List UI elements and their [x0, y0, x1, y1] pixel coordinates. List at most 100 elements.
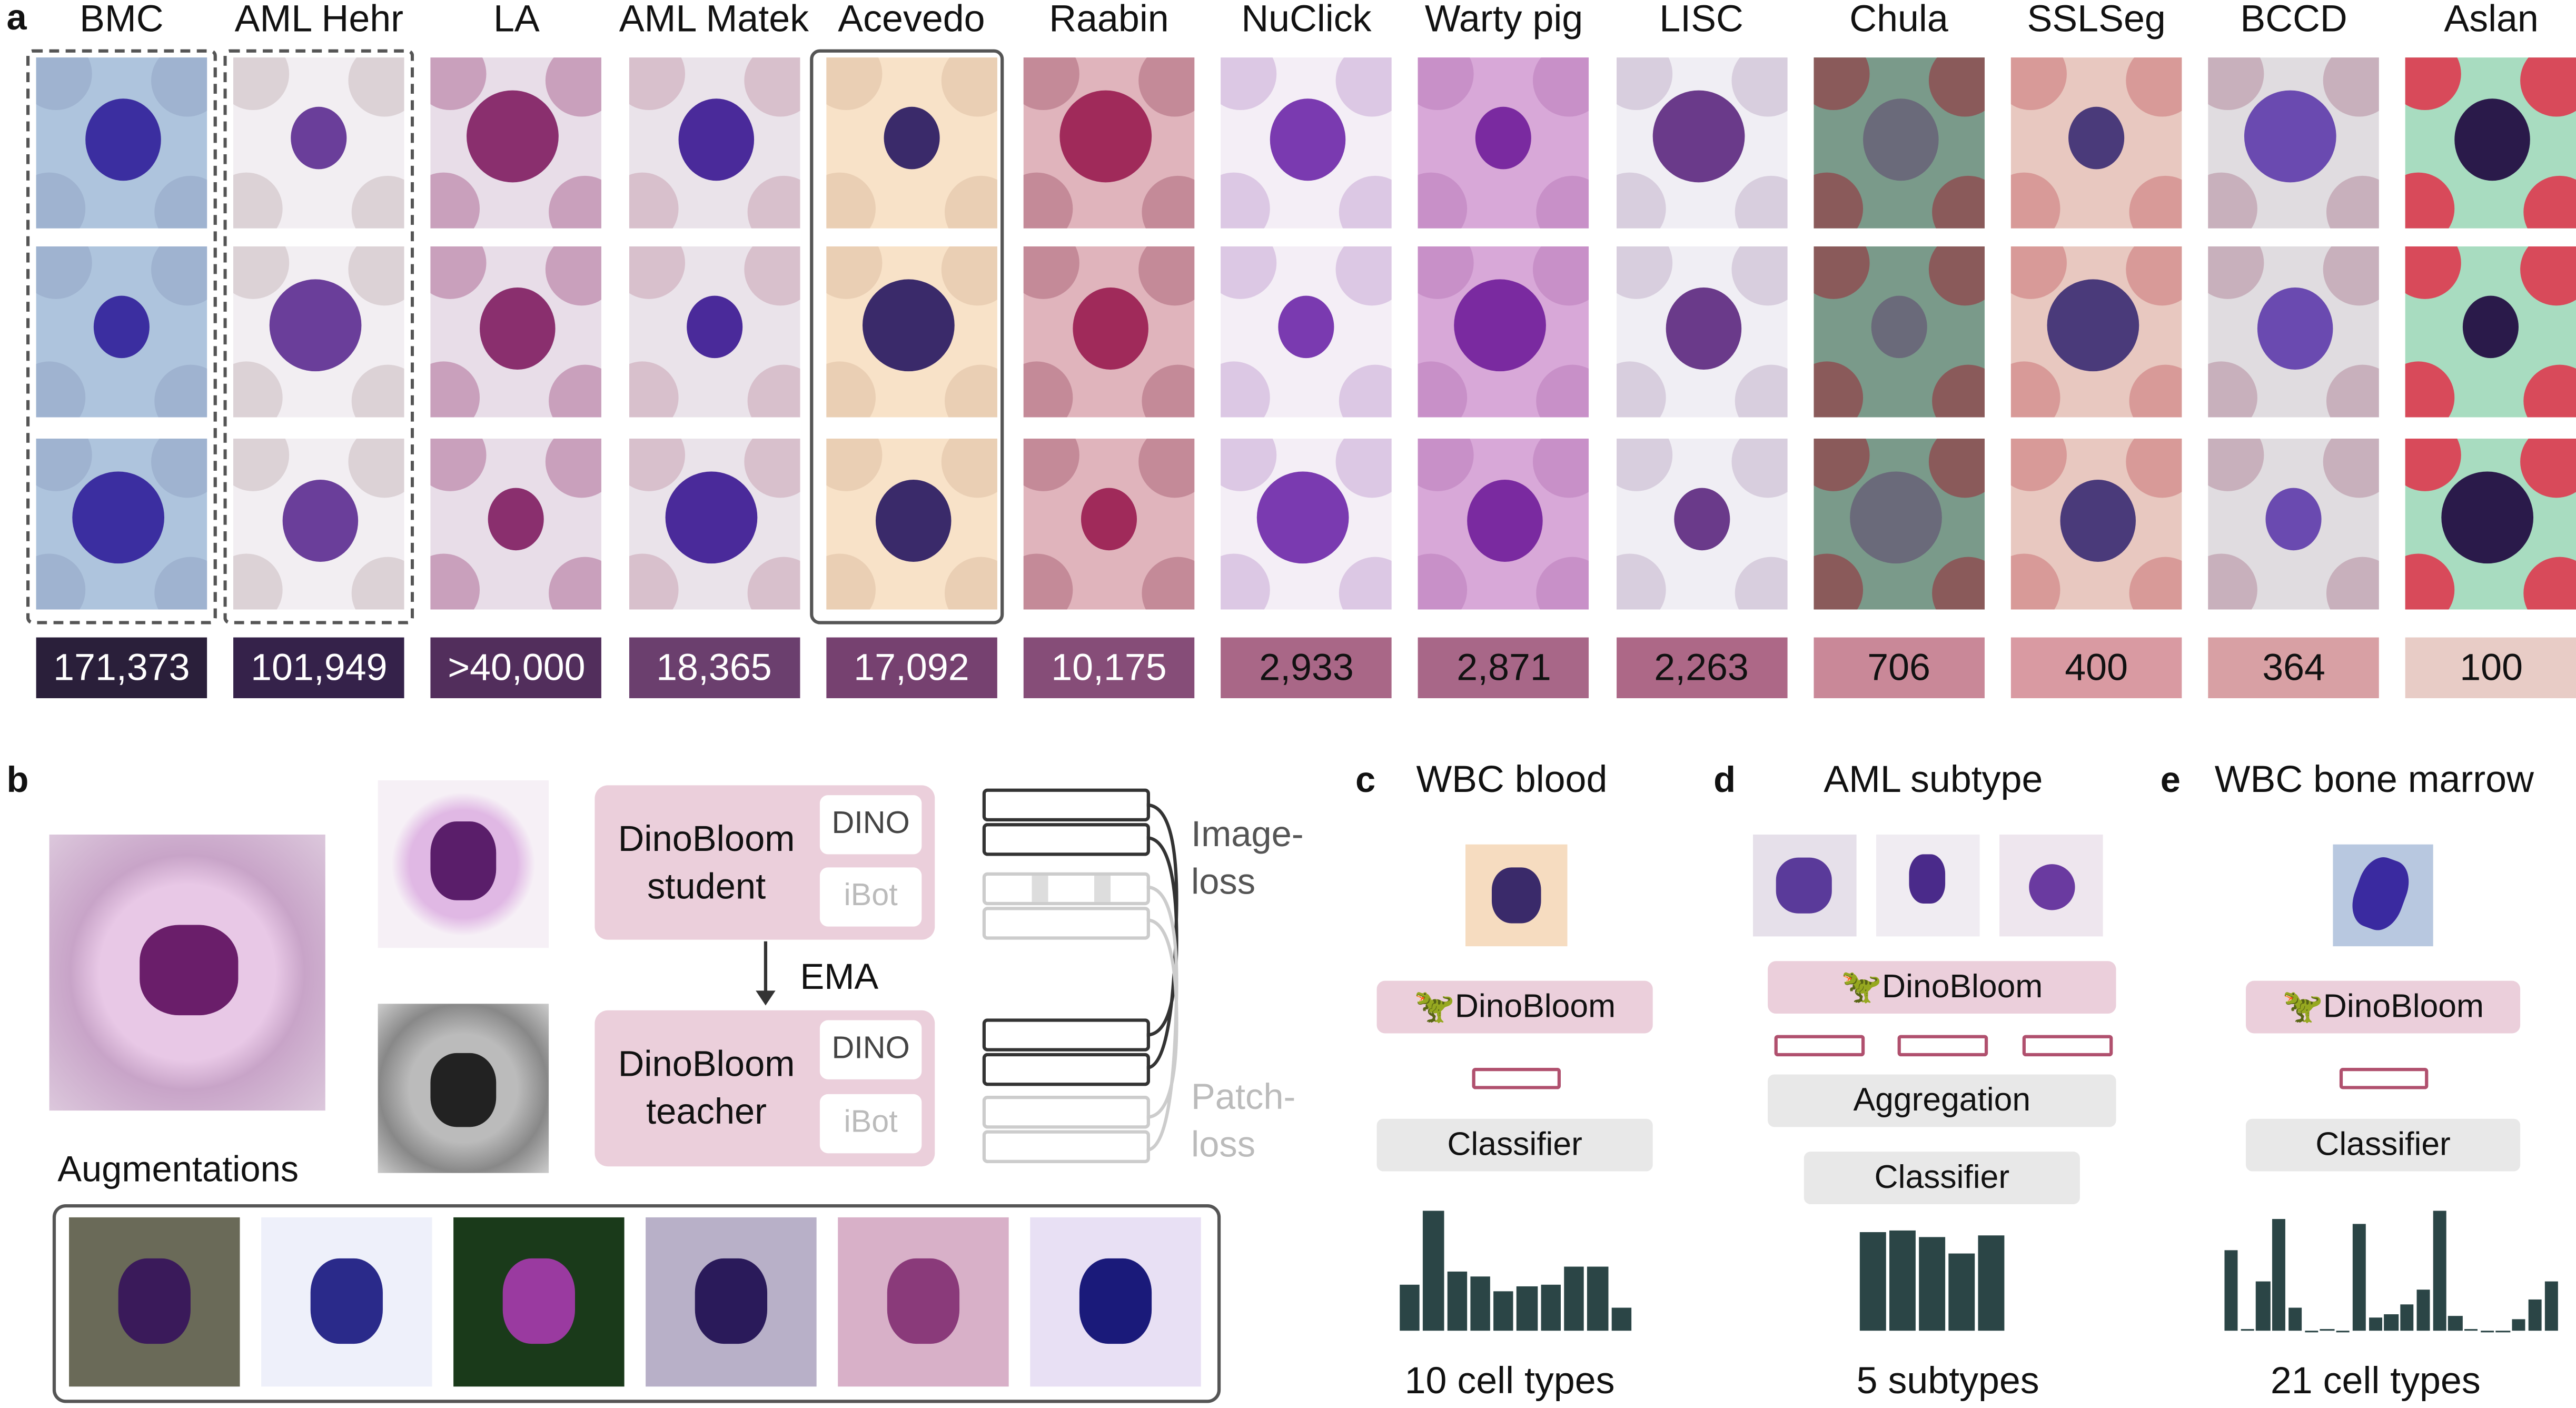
dino-logo-icon: 🦖: [1841, 969, 1883, 1006]
white-blood-cell: [1871, 295, 1927, 359]
augmented-image: [838, 1217, 1009, 1387]
red-blood-cell: [1142, 557, 1195, 610]
red-blood-cell: [1616, 172, 1666, 229]
ema-arrow-head: [756, 990, 776, 1006]
bar: [2384, 1314, 2398, 1331]
white-blood-cell: [93, 295, 150, 359]
red-blood-cell: [546, 57, 602, 117]
red-blood-cell: [744, 57, 800, 117]
dinobloom-model-c: 🦖DinoBloom: [1376, 980, 1653, 1034]
red-blood-cell: [1931, 175, 1985, 229]
red-blood-cell: [1221, 439, 1277, 491]
white-blood-cell: [678, 98, 754, 181]
bar: [2256, 1282, 2270, 1331]
student-cls-token: [982, 823, 1150, 856]
panel-letter-b: b: [6, 759, 29, 800]
red-blood-cell: [628, 246, 685, 299]
dataset-name: Chula: [1849, 0, 1948, 39]
bar: [1919, 1237, 1946, 1331]
cell-image: [2208, 246, 2380, 418]
caption-c: 10 cell types: [1404, 1359, 1615, 1402]
dino-logo-icon: 🦖: [2282, 989, 2323, 1025]
red-blood-cell: [1813, 361, 1863, 418]
bar: [1493, 1291, 1514, 1331]
cell-image: [431, 246, 602, 418]
bar: [1611, 1307, 1632, 1331]
ibot-head-student: iBot: [819, 867, 922, 927]
panel-d-title: AML subtype: [1824, 757, 2043, 800]
image-count: 2,933: [1221, 637, 1392, 698]
bar: [1889, 1230, 1916, 1331]
red-blood-cell: [2323, 439, 2380, 498]
cell-image: [233, 57, 405, 229]
panel-letter-d: d: [1713, 759, 1736, 800]
cell-image: [2208, 439, 2380, 610]
cell-image: [1813, 57, 1985, 229]
red-blood-cell: [431, 246, 487, 299]
red-blood-cell: [2323, 57, 2380, 117]
image-count: 17,092: [826, 637, 997, 698]
red-blood-cell: [431, 172, 481, 229]
dataset-name: LA: [493, 0, 540, 39]
dino-head-teacher: DINO: [819, 1020, 922, 1079]
red-blood-cell: [1931, 364, 1985, 418]
bar: [1978, 1235, 2005, 1331]
red-blood-cell: [1221, 172, 1271, 229]
red-blood-cell: [1616, 553, 1666, 610]
ibot-head-teacher: iBot: [819, 1094, 922, 1154]
aml-image: [1999, 834, 2103, 937]
augmented-image: [1030, 1217, 1201, 1387]
white-blood-cell: [270, 279, 362, 372]
white-blood-cell: [665, 471, 757, 564]
red-blood-cell: [1537, 557, 1590, 610]
red-blood-cell: [2405, 553, 2455, 610]
red-blood-cell: [2405, 172, 2455, 229]
image-count: 364: [2208, 637, 2380, 698]
red-blood-cell: [1023, 246, 1079, 299]
red-blood-cell: [1537, 364, 1590, 418]
white-blood-cell: [686, 295, 742, 359]
red-blood-cell: [2010, 361, 2060, 418]
white-blood-cell: [1849, 471, 1942, 564]
red-blood-cell: [744, 439, 800, 498]
bar: [2240, 1328, 2254, 1331]
red-blood-cell: [747, 364, 800, 418]
red-blood-cell: [1418, 246, 1474, 299]
white-blood-cell: [1278, 295, 1335, 359]
white-blood-cell: [1081, 488, 1137, 551]
caption-e: 21 cell types: [2270, 1359, 2481, 1402]
nucleus: [310, 1258, 383, 1344]
white-blood-cell: [480, 287, 556, 370]
red-blood-cell: [1336, 57, 1392, 117]
student-cls-token: [982, 788, 1150, 821]
white-blood-cell: [1665, 287, 1741, 370]
white-blood-cell: [85, 98, 161, 181]
white-blood-cell: [2455, 98, 2531, 181]
bmc-dashed-frame: [26, 49, 217, 624]
red-blood-cell: [1616, 57, 1672, 111]
red-blood-cell: [2126, 57, 2182, 117]
red-blood-cell: [1142, 175, 1195, 229]
red-blood-cell: [1734, 364, 1787, 418]
cell-image: [2405, 439, 2576, 610]
augmented-image: [261, 1217, 432, 1387]
wbc-blood-image: [1465, 844, 1568, 947]
red-blood-cell: [1138, 57, 1195, 117]
cell-image: [1221, 246, 1392, 418]
red-blood-cell: [2524, 175, 2576, 229]
red-blood-cell: [1339, 364, 1392, 418]
red-blood-cell: [2524, 557, 2576, 610]
red-blood-cell: [1138, 439, 1195, 498]
red-blood-cell: [1023, 172, 1073, 229]
red-blood-cell: [1221, 57, 1277, 111]
dataset-name: NuClick: [1241, 0, 1372, 39]
loss-connectors: [1146, 803, 1178, 1152]
cell-image: [1221, 439, 1392, 610]
red-blood-cell: [1813, 172, 1863, 229]
red-blood-cell: [2326, 364, 2380, 418]
red-blood-cell: [1928, 57, 1985, 117]
red-blood-cell: [1418, 57, 1474, 111]
local-crop-image: [378, 780, 549, 948]
white-blood-cell: [2257, 287, 2333, 370]
